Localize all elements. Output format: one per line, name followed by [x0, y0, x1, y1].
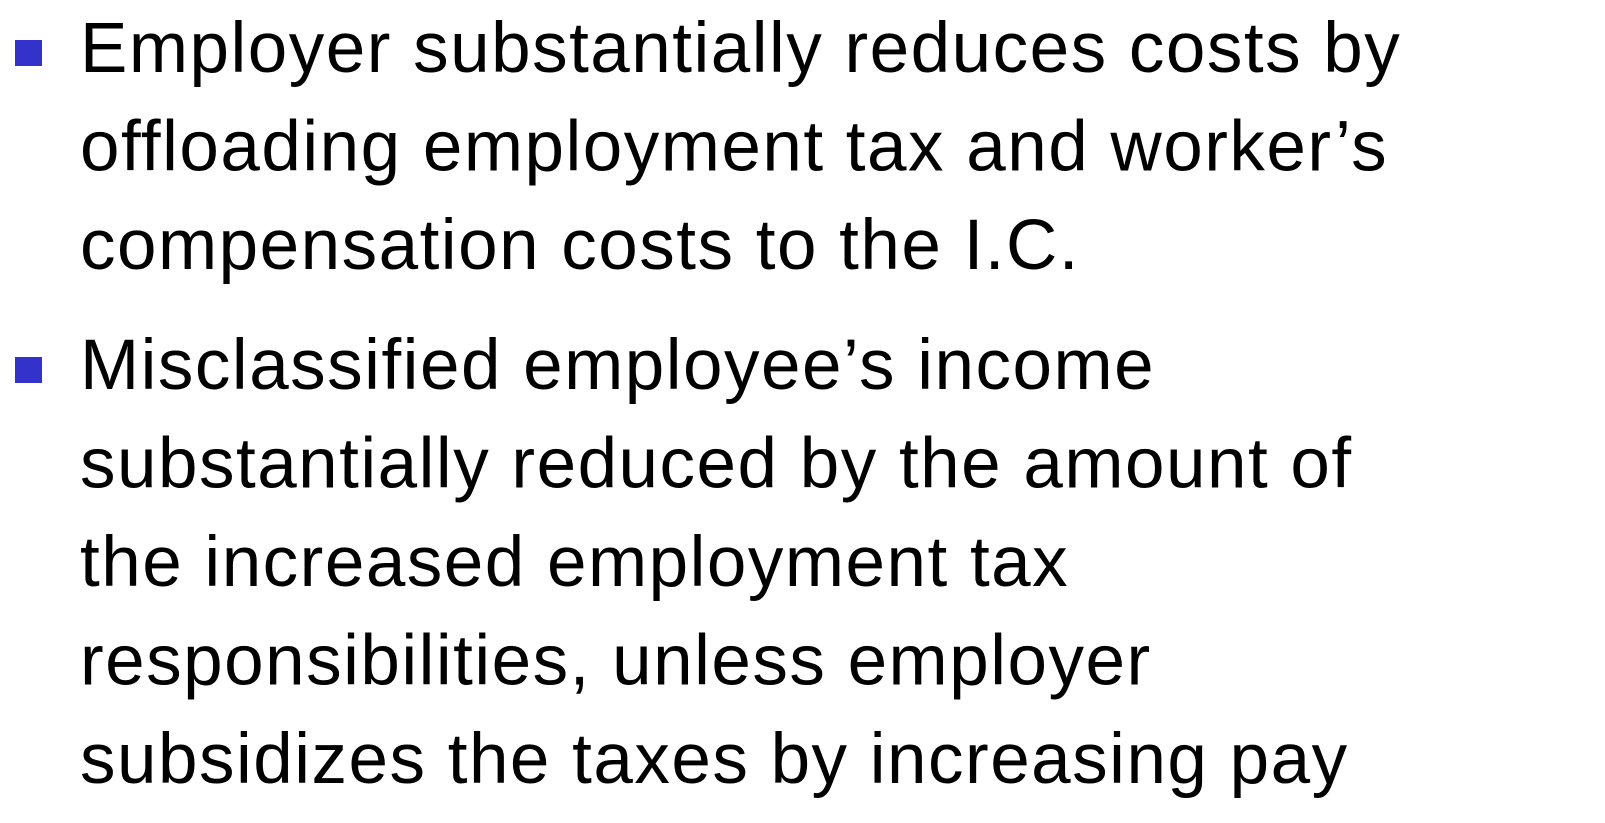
bullet-text-line: offloading employment tax and worker’s	[80, 108, 1388, 187]
bullet-text-line: Employer substantially reduces costs by	[80, 9, 1401, 88]
bullet-text-line: Misclassified employee’s income	[80, 326, 1155, 405]
bullet-text-line: responsibilities, unless employer	[80, 622, 1152, 701]
bullet-text-line: compensation costs to the I.C.	[80, 206, 1080, 285]
bullet-marker	[15, 357, 42, 383]
bullet-text-line: the increased employment tax	[80, 523, 1069, 602]
bullet-text-line: substantially reduced by the amount of	[80, 425, 1353, 504]
bullet-text-line: subsidizes the taxes by increasing pay	[80, 720, 1349, 799]
bullet-marker	[15, 40, 42, 66]
